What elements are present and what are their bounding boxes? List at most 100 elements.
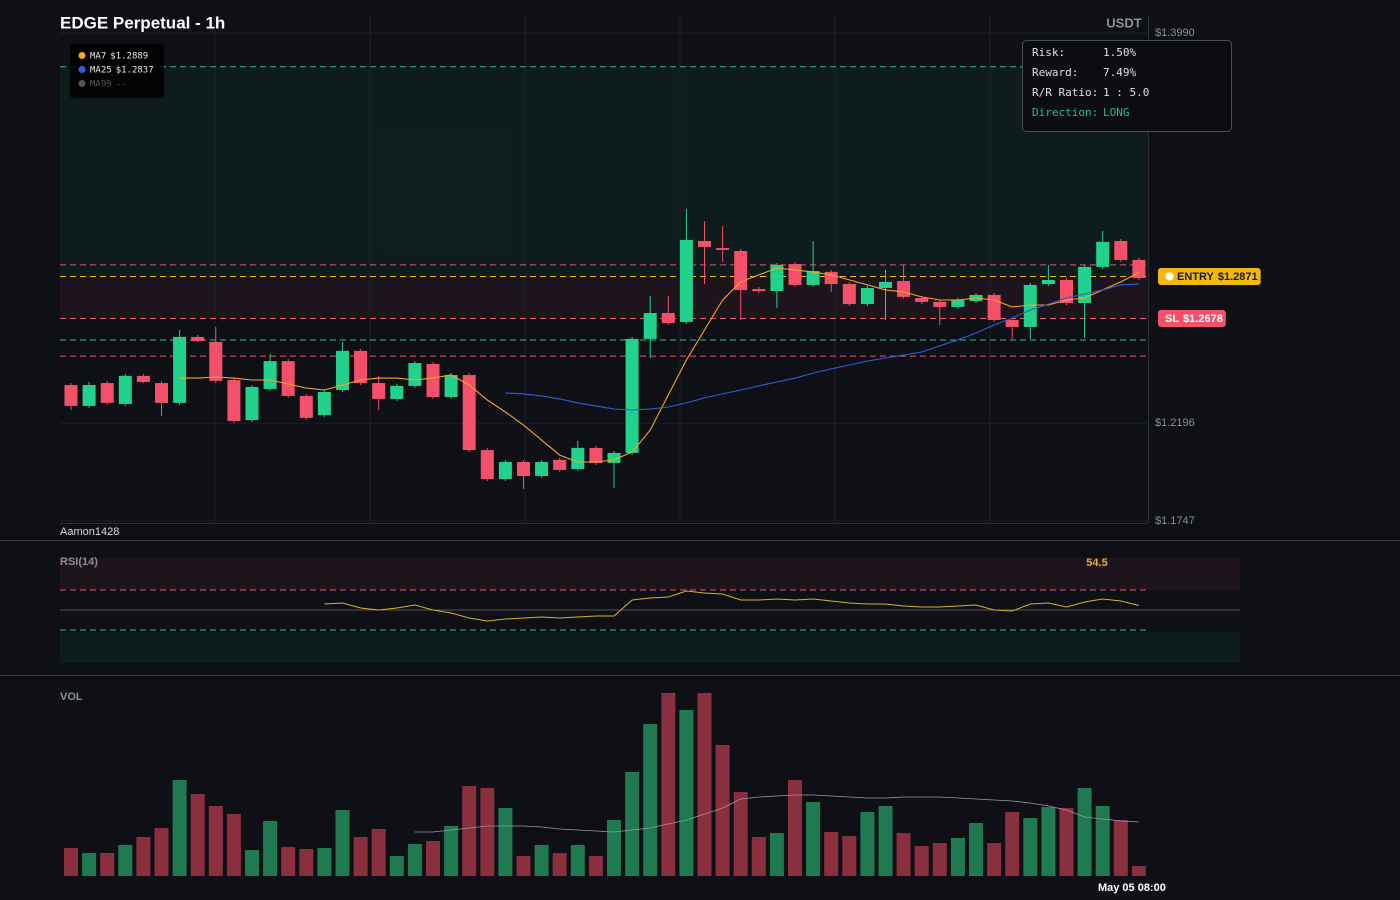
badge-value: $1.2871: [1218, 271, 1258, 283]
candle-body: [1023, 284, 1037, 327]
candle-body: [136, 375, 150, 382]
risk-panel-box: [1022, 40, 1232, 132]
price-pane: $1.1747 $1.2196 $1.3990 MA7 $1.2889 MA25 $1.28…: [64, 27, 1261, 527]
legend-value: --: [116, 79, 127, 89]
candle-body: [1132, 259, 1146, 278]
volume-bar: [480, 788, 495, 876]
direction-label: Direction:: [1032, 106, 1098, 119]
volume-bar: [715, 745, 730, 876]
candle-body: [879, 281, 892, 288]
badge-name: ENTRY: [1177, 271, 1215, 283]
overbought-zone: [60, 558, 1240, 590]
volume-bar: [118, 845, 133, 876]
risk-zone: [60, 276, 1148, 319]
volume-bar: [462, 786, 477, 876]
legend-entry: MA7 $1.2889: [90, 51, 148, 61]
candle-body: [951, 299, 965, 307]
candle-body: [209, 341, 223, 381]
volume-bar: [407, 844, 422, 876]
volume-bar: [281, 847, 296, 876]
candle-body: [734, 251, 748, 290]
candle-body: [933, 301, 947, 307]
stop_loss-badge: SL $1.2678: [1158, 309, 1226, 327]
candle-body: [643, 313, 657, 339]
candle-body: [82, 385, 96, 406]
volume-bar: [661, 693, 676, 876]
volume-bar: [1095, 806, 1110, 876]
candle-body: [716, 247, 730, 250]
candle-body: [589, 447, 603, 463]
candle-body: [64, 385, 78, 406]
candle-body: [987, 294, 1001, 320]
volume-bar: [824, 832, 839, 876]
reward-label: Reward:: [1032, 66, 1078, 79]
rsi-value-label: 54.5: [1086, 557, 1107, 569]
candle-body: [860, 287, 874, 305]
candle-body: [661, 313, 675, 324]
volume-bar: [64, 848, 78, 876]
volume-bar: [987, 843, 1002, 876]
volume-bar: [1023, 818, 1038, 876]
candle-body: [553, 459, 567, 470]
volume-bar: [335, 810, 350, 876]
candle-body: [336, 350, 349, 391]
volume-bar: [371, 829, 386, 876]
badge-box: [1158, 267, 1261, 285]
candle-body: [462, 375, 476, 451]
badge-value: $1.2678: [1183, 313, 1223, 325]
candle-body: [1078, 266, 1092, 303]
candle-body: [571, 447, 585, 470]
volume-ma-line: [414, 794, 1139, 833]
candle-body: [1096, 241, 1110, 267]
legend-swatch: [78, 52, 86, 59]
badge-dot: [1165, 272, 1174, 281]
legend-box: [70, 44, 164, 98]
candle-body: [788, 264, 802, 285]
volume-bar: [607, 820, 621, 876]
volume-bar: [1059, 808, 1074, 876]
x-tick-label: May 05 08:00: [1098, 882, 1166, 894]
risk-value: 1.50%: [1103, 46, 1136, 59]
volume-bar: [914, 846, 929, 876]
legend-name: MA25: [90, 65, 112, 75]
direction-value: LONG: [1103, 106, 1130, 119]
candle-body: [679, 239, 693, 322]
volume-bar: [1077, 788, 1092, 876]
volume-bar: [625, 772, 640, 876]
rr-label: R/R Ratio:: [1032, 86, 1098, 99]
candle-body: [824, 271, 838, 285]
volume-bar: [1131, 866, 1146, 876]
volume-title: VOL: [60, 691, 83, 703]
candle-body: [191, 336, 205, 342]
volume-bar: [1113, 820, 1128, 876]
volume-bar: [534, 845, 549, 876]
candle-body: [408, 363, 422, 386]
volume-bar: [570, 845, 585, 876]
volume-bar: [82, 853, 97, 876]
risk-label: Risk:: [1032, 46, 1065, 59]
volume-bar: [1005, 812, 1020, 876]
volume-bar: [1041, 807, 1056, 876]
moving-average-line: [505, 283, 1139, 411]
volume-bar: [100, 853, 115, 876]
volume-bar: [317, 848, 332, 876]
candle-body: [752, 289, 766, 292]
rsi-line: [324, 590, 1140, 622]
candle-body: [118, 375, 132, 404]
candle-body: [155, 383, 168, 403]
candle-body: [607, 452, 621, 463]
volume-bar: [172, 780, 187, 876]
legend-value: $1.2889: [110, 51, 148, 61]
volume-bar: [226, 814, 241, 876]
volume-bar: [154, 828, 169, 876]
entry-badge: ENTRY $1.2871: [1158, 267, 1261, 285]
candle-body: [245, 386, 259, 421]
candle-body: [770, 264, 784, 292]
candle-body: [535, 462, 549, 476]
moving-average-line: [179, 267, 1140, 463]
volume-bar: [969, 823, 983, 876]
badge-label: SL $1.2678: [1165, 313, 1223, 325]
candle-body: [897, 281, 911, 297]
volume-bar: [896, 833, 911, 876]
